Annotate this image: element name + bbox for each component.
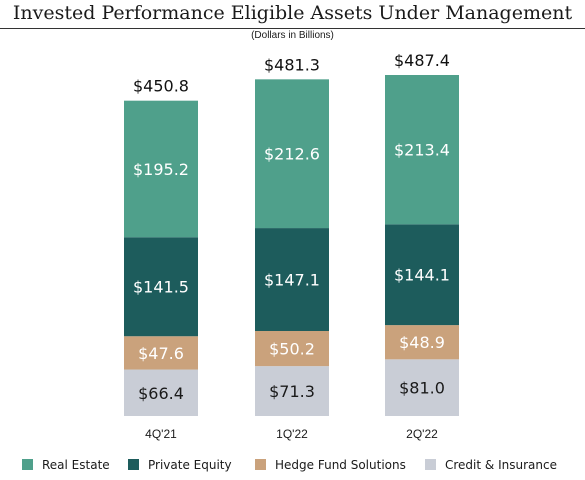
chart-title: Invested Performance Eligible Assets Und… — [12, 2, 573, 24]
bar-segment-real-estate-2q-22 — [385, 75, 459, 225]
data-label-real-estate-1q-22: $212.6 — [264, 145, 320, 164]
bar-segment-private-equity-1q-22 — [255, 228, 329, 331]
legend-swatch-credit-insurance — [425, 459, 436, 470]
legend-swatch-real-estate — [22, 459, 33, 470]
legend-item-real-estate: Real Estate — [22, 458, 110, 472]
legend-item-hedge-fund-solutions: Hedge Fund Solutions — [255, 458, 406, 472]
legend-swatch-private-equity — [128, 459, 139, 470]
legend-label-private-equity: Private Equity — [148, 458, 232, 472]
total-label-1q-22: $481.3 — [264, 55, 320, 74]
bar-segment-credit-insurance-2q-22 — [385, 359, 459, 416]
legend-label-hedge-fund-solutions: Hedge Fund Solutions — [275, 458, 406, 472]
data-label-hedge-fund-solutions-1q-22: $50.2 — [269, 340, 315, 359]
x-tick-label-1q-22: 1Q'22 — [276, 427, 308, 441]
chart-subtitle: (Dollars in Billions) — [251, 30, 334, 41]
total-label-2q-22: $487.4 — [394, 51, 450, 70]
x-tick-label-2q-22: 2Q'22 — [406, 427, 438, 441]
legend-item-private-equity: Private Equity — [128, 458, 232, 472]
legend-item-credit-insurance: Credit & Insurance — [425, 458, 557, 472]
bar-segment-private-equity-2q-22 — [385, 224, 459, 326]
data-label-credit-insurance-2q-22: $81.0 — [399, 379, 445, 398]
bar-segment-real-estate-4q-21 — [124, 100, 198, 238]
data-label-private-equity-4q-21: $141.5 — [133, 278, 189, 297]
legend-swatch-hedge-fund-solutions — [255, 459, 266, 470]
bar-segment-credit-insurance-1q-22 — [255, 366, 329, 416]
bar-segment-hedge-fund-solutions-1q-22 — [255, 330, 329, 367]
data-label-hedge-fund-solutions-2q-22: $48.9 — [399, 333, 445, 352]
bar-segment-hedge-fund-solutions-4q-21 — [124, 336, 198, 370]
data-label-hedge-fund-solutions-4q-21: $47.6 — [138, 344, 184, 363]
legend-label-credit-insurance: Credit & Insurance — [445, 458, 557, 472]
data-label-real-estate-4q-21: $195.2 — [133, 160, 189, 179]
title-divider — [0, 28, 585, 29]
bar-segment-real-estate-1q-22 — [255, 79, 329, 229]
data-label-private-equity-2q-22: $144.1 — [394, 266, 450, 285]
total-label-4q-21: $450.8 — [133, 77, 189, 96]
data-label-real-estate-2q-22: $213.4 — [394, 141, 450, 160]
bar-segment-credit-insurance-4q-21 — [124, 369, 198, 416]
data-label-private-equity-1q-22: $147.1 — [264, 271, 320, 290]
bar-segment-private-equity-4q-21 — [124, 237, 198, 337]
legend-label-real-estate: Real Estate — [42, 458, 110, 472]
bar-segment-hedge-fund-solutions-2q-22 — [385, 325, 459, 360]
data-label-credit-insurance-1q-22: $71.3 — [269, 382, 315, 401]
x-tick-label-4q-21: 4Q'21 — [145, 427, 177, 441]
data-label-credit-insurance-4q-21: $66.4 — [138, 384, 184, 403]
stacked-bar-chart: $66.4 $47.6 $141.5 $195.2 $450.8 4Q'21 $71.3 $5… — [124, 51, 459, 441]
